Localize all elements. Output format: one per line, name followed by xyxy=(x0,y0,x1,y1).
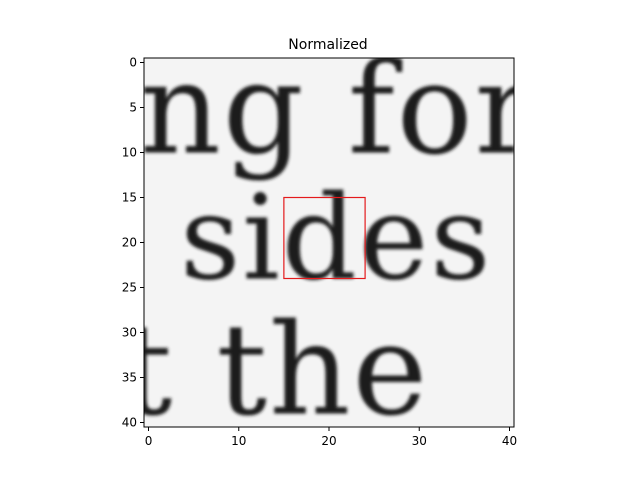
y-tick-label: 10 xyxy=(122,146,137,160)
highlight-box xyxy=(283,196,366,280)
x-tick-label: 0 xyxy=(145,434,153,448)
image-text-line: sides xyxy=(180,170,492,307)
y-tick-label: 35 xyxy=(122,371,137,385)
x-tick-label: 10 xyxy=(231,434,246,448)
y-tick-label: 25 xyxy=(122,281,137,295)
x-tick-label: 20 xyxy=(321,434,336,448)
y-tick-label: 0 xyxy=(129,56,137,70)
image-background xyxy=(144,58,514,427)
y-axis: 0 5 10 15 20 25 30 35 40 xyxy=(122,56,144,430)
image-text-line: ng for xyxy=(139,36,537,183)
y-tick-label: 5 xyxy=(129,101,137,115)
y-tick-label: 15 xyxy=(122,191,137,205)
y-tick-label: 20 xyxy=(122,236,137,250)
x-tick-label: 30 xyxy=(412,434,427,448)
image-text-line: t the xyxy=(121,297,429,444)
y-tick-label: 40 xyxy=(122,416,137,430)
x-axis: 0 10 20 30 40 xyxy=(145,427,517,448)
chart-title: Normalized xyxy=(288,37,367,53)
y-tick-label: 30 xyxy=(122,326,137,340)
x-tick-label: 40 xyxy=(502,434,517,448)
